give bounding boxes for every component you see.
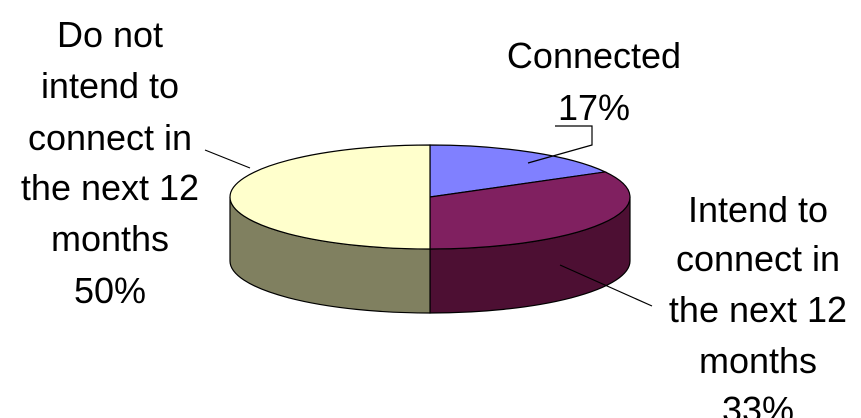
pie-slice-1 — [429, 171, 631, 250]
slice-label-line: the next 12 — [21, 167, 199, 208]
slice-label-line: intend to — [41, 65, 179, 106]
slice-label-line: the next 12 — [669, 289, 847, 330]
slice-label-line: 50% — [74, 270, 146, 311]
slice-label-line: months — [51, 218, 169, 259]
leader-line-0 — [527, 125, 593, 164]
slice-label-line: Do not — [57, 14, 163, 55]
pie-tops — [229, 144, 631, 250]
pie-slice-0 — [429, 144, 608, 198]
leader-line-1 — [559, 264, 653, 307]
slice-labels: Connected 17% Intend to connect in the next … — [21, 14, 847, 418]
slice-label-2: Do not intend to connect in the next 12 mont… — [21, 14, 199, 311]
slice-label-1: Intend to connect in the next 12 months 33% — [669, 189, 847, 418]
slice-label-line: connect in — [676, 238, 840, 279]
slice-label-line: months — [699, 340, 817, 381]
leader-line-2 — [204, 149, 251, 169]
pie-slice-2 — [229, 144, 431, 250]
slice-label-line: connect in — [28, 117, 192, 158]
leader-lines — [204, 125, 653, 307]
slice-label-line: Intend to — [688, 189, 828, 230]
slice-label-line: 33% — [722, 389, 794, 418]
slice-label-line: 17% — [558, 87, 630, 128]
slice-label-0: Connected 17% — [507, 35, 681, 128]
slice-label-line: Connected — [507, 35, 681, 76]
